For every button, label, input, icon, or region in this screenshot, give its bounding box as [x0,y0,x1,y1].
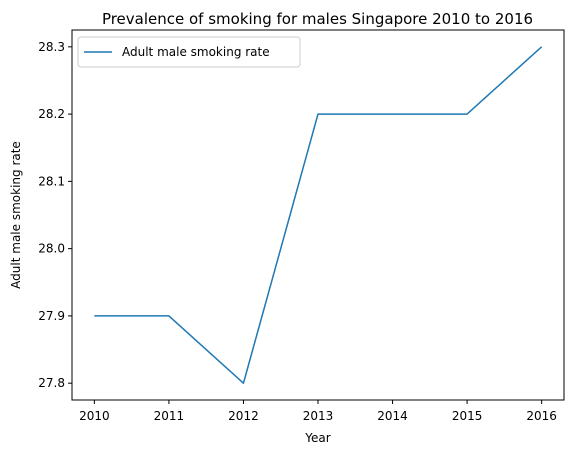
x-tick-label: 2015 [452,409,483,423]
legend-label: Adult male smoking rate [122,45,270,59]
plot-area [71,29,565,401]
y-tick-label: 27.9 [38,309,65,323]
y-axis-label: Adult male smoking rate [9,141,23,289]
chart-title: Prevalence of smoking for males Singapor… [102,10,533,28]
y-tick-label: 28.0 [38,242,65,256]
y-tick-label: 27.8 [38,376,65,390]
y-tick-label: 28.2 [38,107,65,121]
x-tick-label: 2011 [154,409,185,423]
x-tick-label: 2013 [303,409,334,423]
x-axis: 2010 2011 2012 2013 2014 2015 2016 [79,400,557,423]
x-tick-label: 2014 [377,409,408,423]
y-axis: 27.8 27.9 28.0 28.1 28.2 28.3 [38,40,72,390]
legend: Adult male smoking rate [77,36,301,68]
y-tick-label: 28.3 [38,40,65,54]
x-tick-label: 2016 [526,409,557,423]
series-line-adult-male-smoking-rate [94,46,543,384]
x-tick-label: 2010 [79,409,110,423]
legend-box [77,36,301,68]
series-points [94,46,542,384]
x-tick-label: 2012 [228,409,259,423]
y-tick-label: 28.1 [38,174,65,188]
x-axis-label: Year [304,431,330,445]
